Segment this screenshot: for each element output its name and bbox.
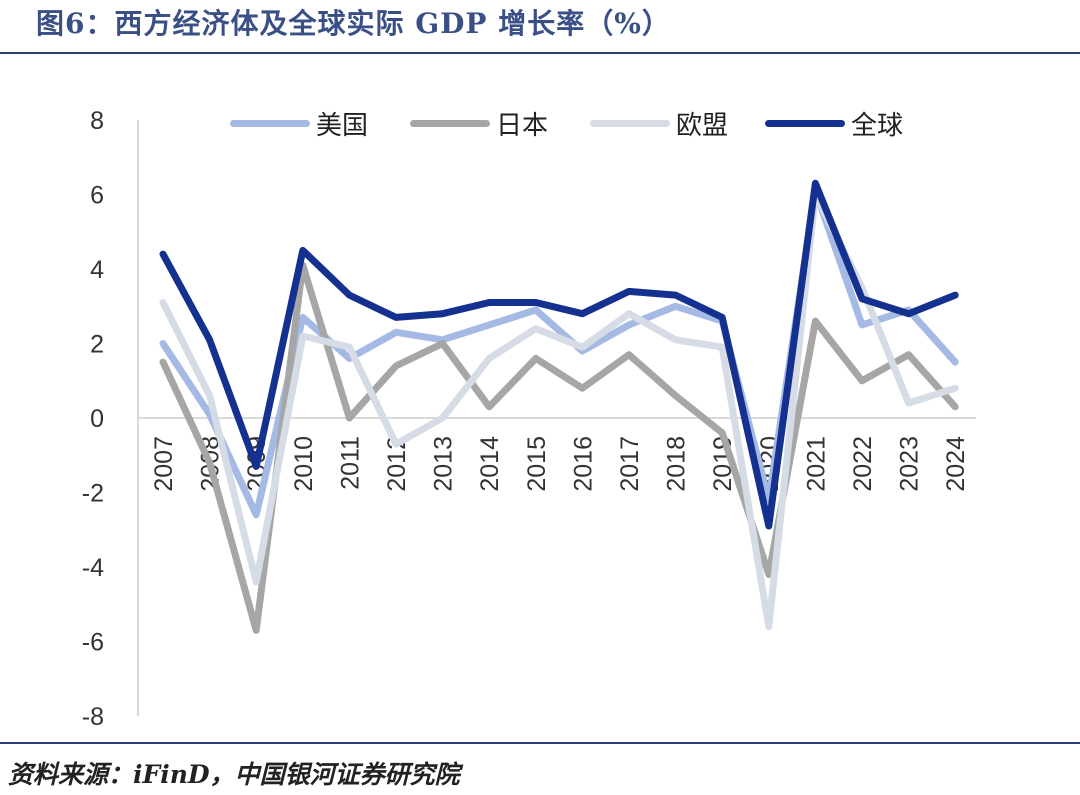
x-tick-label: 2022 bbox=[849, 436, 877, 492]
legend-swatch-global bbox=[765, 119, 845, 127]
x-tick-label: 2014 bbox=[476, 436, 504, 492]
legend-item-eu: 欧盟 bbox=[590, 104, 728, 142]
legend-label-global: 全球 bbox=[851, 110, 904, 141]
legend-item-global: 全球 bbox=[765, 104, 903, 142]
y-tick-label: 4 bbox=[90, 256, 104, 284]
legend-swatch-us bbox=[230, 119, 310, 127]
y-tick-label: -2 bbox=[82, 480, 104, 508]
legend: 美国 日本 欧盟 全球 bbox=[230, 104, 950, 142]
y-tick-label: -6 bbox=[82, 629, 104, 657]
y-tick-label: -4 bbox=[82, 554, 104, 582]
x-tick-label: 2015 bbox=[523, 436, 551, 492]
x-tick-label: 2018 bbox=[663, 436, 691, 492]
legend-label-japan: 日本 bbox=[496, 110, 549, 141]
legend-item-us: 美国 bbox=[230, 104, 368, 142]
source-note: 资料来源：iFinD，中国银河证券研究院 bbox=[8, 760, 460, 789]
series-line-japan bbox=[159, 261, 959, 634]
x-tick-label: 2023 bbox=[896, 436, 924, 492]
legend-label-us: 美国 bbox=[316, 110, 369, 141]
x-tick-label: 2011 bbox=[336, 436, 364, 490]
source-divider bbox=[0, 742, 1080, 744]
x-tick-label: 2017 bbox=[616, 436, 644, 492]
y-axis-tick-labels: 8 6 4 2 0 -2 -4 -6 -8 bbox=[82, 107, 104, 731]
x-tick-label: 2024 bbox=[942, 436, 970, 492]
series-lines bbox=[159, 179, 959, 634]
title-divider bbox=[0, 52, 1080, 54]
legend-swatch-japan bbox=[410, 119, 490, 127]
legend-item-japan: 日本 bbox=[410, 104, 548, 142]
x-tick-label: 2021 bbox=[802, 436, 830, 492]
y-tick-label: 8 bbox=[90, 107, 104, 135]
legend-swatch-eu bbox=[590, 119, 670, 127]
x-tick-label: 2007 bbox=[150, 436, 178, 492]
y-tick-label: 6 bbox=[90, 182, 104, 210]
x-tick-label: 2013 bbox=[430, 436, 458, 492]
x-tick-label: 2016 bbox=[569, 436, 597, 492]
y-tick-label: 2 bbox=[90, 331, 104, 359]
legend-label-eu: 欧盟 bbox=[676, 110, 729, 141]
x-tick-label: 2010 bbox=[290, 436, 318, 492]
y-tick-label: -8 bbox=[82, 703, 104, 731]
y-tick-label: 0 bbox=[90, 405, 104, 433]
chart-title: 图6：西方经济体及全球实际 GDP 增长率（%） bbox=[36, 7, 671, 40]
series-line-global bbox=[159, 179, 959, 530]
